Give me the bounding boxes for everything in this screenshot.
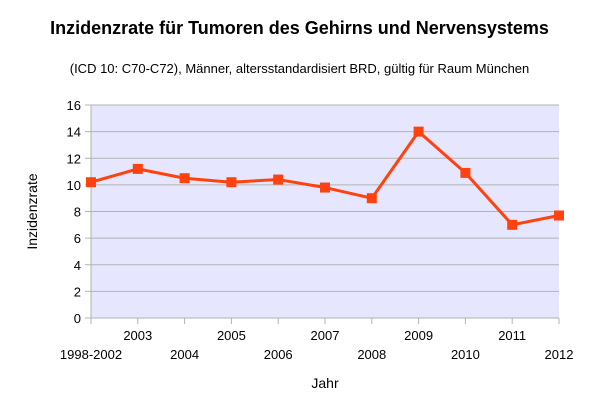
- x-tick-label: 2003: [123, 328, 152, 343]
- data-point: [554, 210, 564, 221]
- data-point: [86, 177, 96, 188]
- chart-title: Inzidenzrate für Tumoren des Gehirns und…: [50, 18, 549, 38]
- chart-subtitle: (ICD 10: C70-C72), Männer, altersstandar…: [69, 61, 530, 76]
- data-point: [507, 219, 518, 230]
- y-tick-label: 12: [67, 151, 81, 166]
- x-tick-label: 2006: [264, 347, 293, 362]
- x-tick-label: 2012: [545, 347, 574, 362]
- gridlines: [91, 104, 559, 319]
- y-tick-label: 8: [74, 205, 81, 220]
- y-tick-label: 14: [67, 125, 81, 140]
- x-tick-label: 2009: [404, 328, 433, 343]
- y-tick-label: 16: [67, 98, 81, 113]
- x-axis-title: Jahr: [311, 375, 339, 391]
- data-point: [320, 182, 330, 193]
- data-point: [132, 163, 143, 174]
- data-point: [413, 126, 424, 137]
- y-tick-label: 6: [74, 231, 81, 246]
- x-tick-label: 2004: [170, 347, 199, 362]
- series-layer: [86, 126, 564, 230]
- y-tick-label: 4: [74, 258, 81, 273]
- y-tick-label: 0: [74, 311, 81, 326]
- x-tick-label: 2011: [498, 328, 526, 343]
- data-point: [273, 174, 284, 185]
- data-point: [226, 177, 237, 188]
- x-tick-label: 2008: [357, 347, 386, 362]
- x-tick-label: 1998-2002: [60, 347, 122, 362]
- data-point: [460, 167, 471, 178]
- x-tick-label: 2005: [217, 328, 246, 343]
- y-tick-label: 10: [67, 178, 81, 193]
- data-point: [366, 193, 377, 204]
- data-point: [179, 173, 190, 184]
- x-tick-label: 2010: [451, 347, 480, 362]
- y-axis-ticks: 0 2 4 6 8 10 12 14 16: [67, 98, 91, 326]
- y-tick-label: 2: [74, 284, 81, 299]
- x-tick-label: 2007: [311, 328, 340, 343]
- y-axis-title: Inzidenzrate: [24, 173, 40, 249]
